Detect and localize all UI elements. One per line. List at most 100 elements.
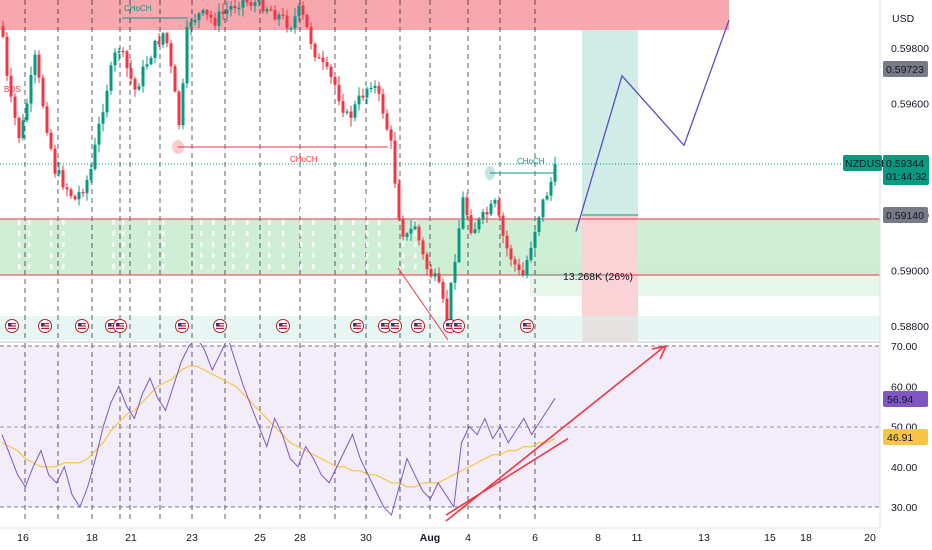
candle-body bbox=[213, 17, 217, 26]
candle-body bbox=[85, 179, 89, 194]
candle-body bbox=[313, 43, 317, 58]
candle-body bbox=[153, 40, 157, 58]
rsi-tick-label: 40.00 bbox=[891, 462, 917, 474]
badge-level-upper: 0.59723 bbox=[883, 61, 928, 77]
candle-body bbox=[113, 52, 117, 66]
candle-body bbox=[373, 85, 377, 88]
time-tick-label: 4 bbox=[465, 532, 471, 544]
time-tick-label: 25 bbox=[254, 532, 266, 544]
candle-body bbox=[357, 95, 361, 105]
candle-body bbox=[361, 95, 365, 98]
candle-body bbox=[5, 36, 9, 76]
candle-body bbox=[77, 192, 81, 200]
candle-body bbox=[141, 66, 145, 87]
candle-body bbox=[513, 259, 517, 265]
currency-label: USD bbox=[892, 13, 915, 25]
us-flag-icon bbox=[276, 319, 290, 333]
candle-body bbox=[385, 113, 389, 130]
candle-body bbox=[37, 54, 41, 78]
svg-text:56.94: 56.94 bbox=[887, 394, 913, 406]
candle-body bbox=[505, 235, 509, 249]
candle-body bbox=[405, 233, 409, 237]
time-tick-label: 28 bbox=[294, 532, 306, 544]
structure-lines bbox=[122, 17, 638, 341]
candle-body bbox=[157, 40, 161, 45]
price-axis[interactable]: USD 0.598000.596000.594000.592000.590000… bbox=[843, 0, 932, 528]
candle-body bbox=[217, 11, 221, 26]
candle-body bbox=[149, 57, 153, 65]
candle-body bbox=[305, 14, 309, 28]
candle-body bbox=[49, 132, 53, 149]
candle-body bbox=[309, 27, 313, 44]
long-position-target bbox=[582, 30, 638, 215]
badge-level-lower: 0.59140 bbox=[883, 207, 928, 223]
candle-body bbox=[401, 219, 405, 237]
candle-body bbox=[41, 77, 45, 107]
time-tick-label: 8 bbox=[595, 532, 601, 544]
candle-body bbox=[229, 6, 233, 10]
rsi-band bbox=[0, 346, 880, 507]
time-tick-label: 18 bbox=[86, 532, 98, 544]
us-flag-icon bbox=[175, 319, 189, 333]
candle-body bbox=[477, 218, 481, 230]
svg-text:0.59344: 0.59344 bbox=[886, 158, 924, 170]
us-flag-icon bbox=[213, 319, 227, 333]
price-pane[interactable]: CHoCH CHoCH CHoCH BOS 13.268K (26%) bbox=[0, 0, 880, 341]
candle-body bbox=[145, 64, 149, 67]
candle-body bbox=[409, 228, 413, 234]
us-flag-icon bbox=[411, 319, 425, 333]
time-tick-label: 11 bbox=[632, 532, 643, 544]
candle-body bbox=[29, 75, 33, 104]
candle-body bbox=[161, 33, 165, 45]
us-flag-icon bbox=[451, 319, 465, 333]
candle-body bbox=[257, 0, 261, 3]
candle-body bbox=[441, 281, 445, 299]
rsi-arrow-line bbox=[445, 345, 666, 522]
candle-body bbox=[349, 111, 353, 118]
candle-body bbox=[337, 84, 341, 102]
candle-body bbox=[461, 197, 465, 229]
dot-markers bbox=[18, 198, 417, 269]
candle-body bbox=[541, 199, 545, 218]
candle-body bbox=[45, 106, 49, 133]
candle-body bbox=[13, 96, 17, 118]
candle-body bbox=[101, 112, 105, 124]
candle-body bbox=[437, 273, 441, 282]
candle-body bbox=[433, 273, 437, 277]
us-flag-icon bbox=[388, 319, 402, 333]
candle-body bbox=[125, 51, 129, 68]
us-flag-icon bbox=[38, 319, 52, 333]
candle-body bbox=[233, 6, 237, 9]
time-tick-label: Aug bbox=[420, 532, 440, 544]
candle-body bbox=[353, 104, 357, 118]
candle-body bbox=[449, 282, 453, 323]
candle-body bbox=[421, 240, 425, 255]
candle-body bbox=[201, 10, 205, 14]
candle-body bbox=[273, 10, 277, 20]
candle-body bbox=[393, 140, 397, 184]
candle-body bbox=[121, 50, 125, 53]
candle-body bbox=[333, 76, 337, 85]
candle-body bbox=[89, 168, 93, 180]
candle-body bbox=[185, 26, 189, 84]
time-tick-label: 18 bbox=[800, 532, 812, 544]
candle-body bbox=[173, 66, 177, 92]
candle-body bbox=[317, 57, 321, 59]
candle-body bbox=[489, 203, 493, 215]
time-tick-label: 16 bbox=[17, 532, 29, 544]
svg-text:0.59723: 0.59723 bbox=[886, 64, 924, 76]
candle-body bbox=[69, 189, 73, 197]
price-tick-label: 0.59000 bbox=[891, 265, 929, 277]
time-axis[interactable]: 16 18 21 23 25 28 30 Aug 4 6 8 11 13 15 18 20 bbox=[0, 527, 932, 550]
candle-body bbox=[237, 7, 241, 9]
projection-path bbox=[575, 19, 730, 232]
candle-body bbox=[497, 200, 501, 216]
rsi-trendline bbox=[445, 437, 569, 516]
candle-body bbox=[97, 123, 101, 145]
candle-body bbox=[329, 66, 333, 77]
rsi-pane[interactable] bbox=[0, 338, 880, 523]
candle-body bbox=[241, 0, 245, 8]
candle-body bbox=[517, 264, 521, 271]
candle-body bbox=[53, 148, 57, 174]
